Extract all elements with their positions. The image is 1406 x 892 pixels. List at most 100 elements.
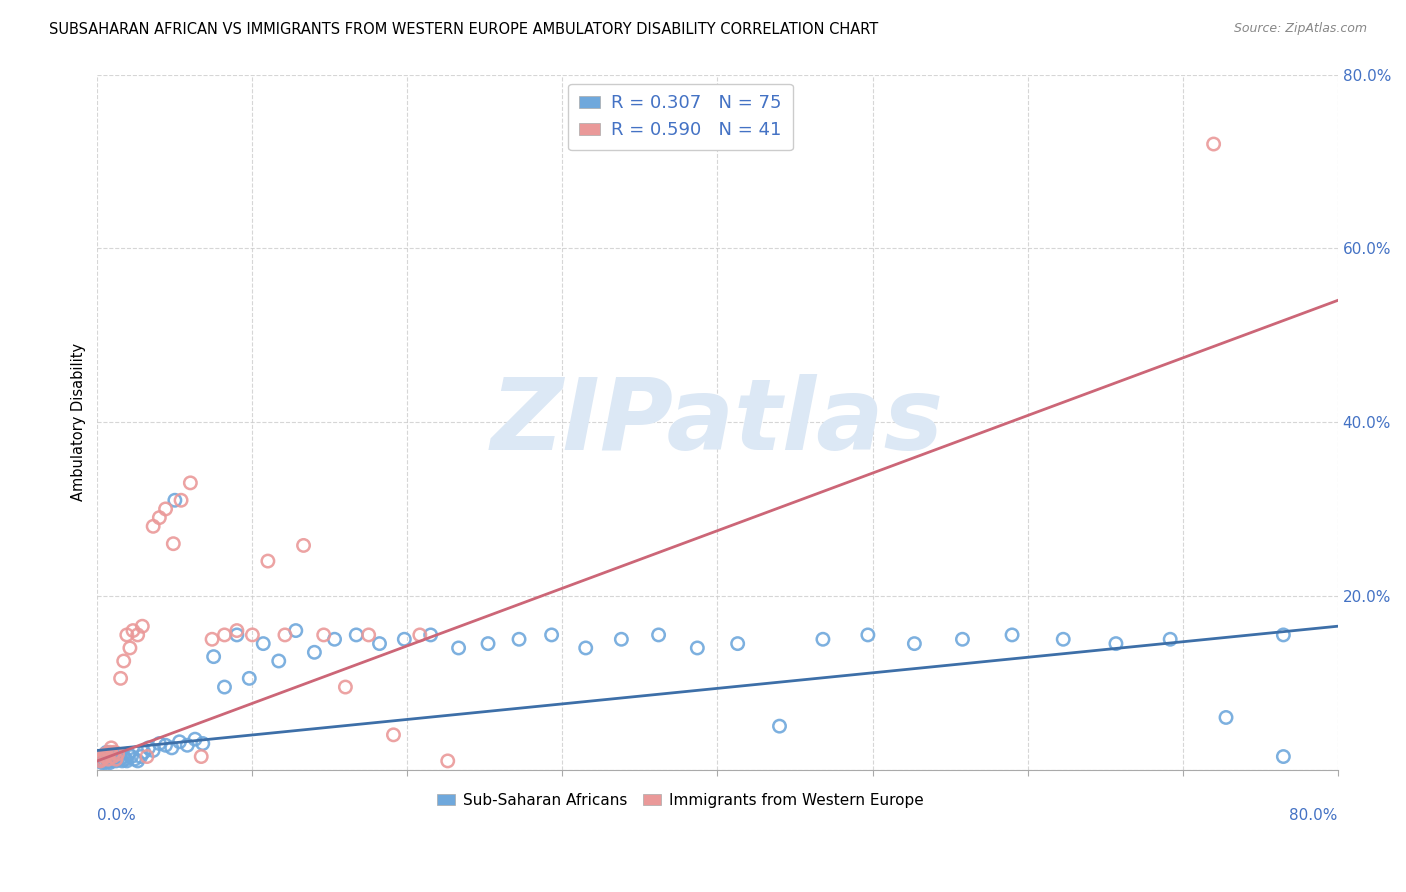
Point <box>1159 632 1181 647</box>
Point <box>382 728 405 742</box>
Point <box>508 632 530 647</box>
Point <box>138 740 160 755</box>
Point <box>89 754 111 768</box>
Point <box>114 752 136 766</box>
Point <box>856 628 879 642</box>
Point <box>104 752 127 766</box>
Point <box>148 737 170 751</box>
Point <box>1272 749 1295 764</box>
Point <box>103 745 125 759</box>
Point <box>91 752 114 766</box>
Point <box>107 747 129 761</box>
Point <box>120 749 142 764</box>
Point <box>127 754 149 768</box>
Point <box>97 752 120 766</box>
Point <box>1001 628 1024 642</box>
Point <box>267 654 290 668</box>
Point <box>357 628 380 642</box>
Point <box>142 743 165 757</box>
Point <box>155 738 177 752</box>
Point <box>419 628 441 642</box>
Point <box>436 754 458 768</box>
Point <box>191 737 214 751</box>
Point <box>98 747 121 761</box>
Text: SUBSAHARAN AFRICAN VS IMMIGRANTS FROM WESTERN EUROPE AMBULATORY DISABILITY CORRE: SUBSAHARAN AFRICAN VS IMMIGRANTS FROM WE… <box>49 22 879 37</box>
Point <box>148 510 170 524</box>
Point <box>136 749 159 764</box>
Point <box>118 640 141 655</box>
Point <box>1215 710 1237 724</box>
Point <box>394 632 416 647</box>
Point <box>344 628 367 642</box>
Point <box>115 754 138 768</box>
Point <box>257 554 280 568</box>
Point <box>98 756 121 770</box>
Point <box>903 637 925 651</box>
Point <box>242 628 264 642</box>
Y-axis label: Ambulatory Disability: Ambulatory Disability <box>72 343 86 501</box>
Point <box>100 752 122 766</box>
Point <box>132 745 155 759</box>
Point <box>110 671 132 685</box>
Point <box>238 671 260 685</box>
Point <box>727 637 749 651</box>
Point <box>169 735 191 749</box>
Point <box>89 754 111 768</box>
Point <box>101 749 124 764</box>
Point <box>179 475 201 490</box>
Point <box>162 537 184 551</box>
Point <box>225 624 247 638</box>
Point <box>184 732 207 747</box>
Point <box>93 754 115 768</box>
Text: ZIPatlas: ZIPatlas <box>491 374 943 471</box>
Text: Source: ZipAtlas.com: Source: ZipAtlas.com <box>1233 22 1367 36</box>
Point <box>163 493 186 508</box>
Point <box>101 749 124 764</box>
Point <box>409 628 432 642</box>
Point <box>214 628 236 642</box>
Point <box>93 749 115 764</box>
Point <box>1272 628 1295 642</box>
Point <box>96 749 118 764</box>
Point <box>1052 632 1074 647</box>
Point <box>111 754 134 768</box>
Point <box>1202 136 1225 151</box>
Point <box>115 628 138 642</box>
Point <box>97 749 120 764</box>
Point <box>129 749 152 764</box>
Point <box>610 632 633 647</box>
Point <box>214 680 236 694</box>
Point <box>94 747 117 761</box>
Point <box>94 756 117 770</box>
Point <box>91 752 114 766</box>
Point <box>96 745 118 759</box>
Point <box>108 749 131 764</box>
Legend: Sub-Saharan Africans, Immigrants from Western Europe: Sub-Saharan Africans, Immigrants from We… <box>432 787 929 814</box>
Point <box>103 752 125 766</box>
Point <box>117 747 139 761</box>
Point <box>1105 637 1128 651</box>
Point <box>176 738 198 752</box>
Point <box>100 754 122 768</box>
Point <box>110 752 132 766</box>
Point <box>952 632 974 647</box>
Point <box>91 756 114 770</box>
Point <box>97 754 120 768</box>
Point <box>98 745 121 759</box>
Point <box>107 747 129 761</box>
Point <box>447 640 470 655</box>
Point <box>160 740 183 755</box>
Point <box>686 640 709 655</box>
Point <box>811 632 834 647</box>
Point <box>540 628 562 642</box>
Point <box>201 632 224 647</box>
Point <box>323 632 346 647</box>
Point <box>575 640 598 655</box>
Point <box>292 538 315 552</box>
Point <box>312 628 335 642</box>
Text: 80.0%: 80.0% <box>1289 808 1337 823</box>
Point <box>304 645 326 659</box>
Point <box>252 637 274 651</box>
Point <box>225 628 247 642</box>
Point <box>93 749 115 764</box>
